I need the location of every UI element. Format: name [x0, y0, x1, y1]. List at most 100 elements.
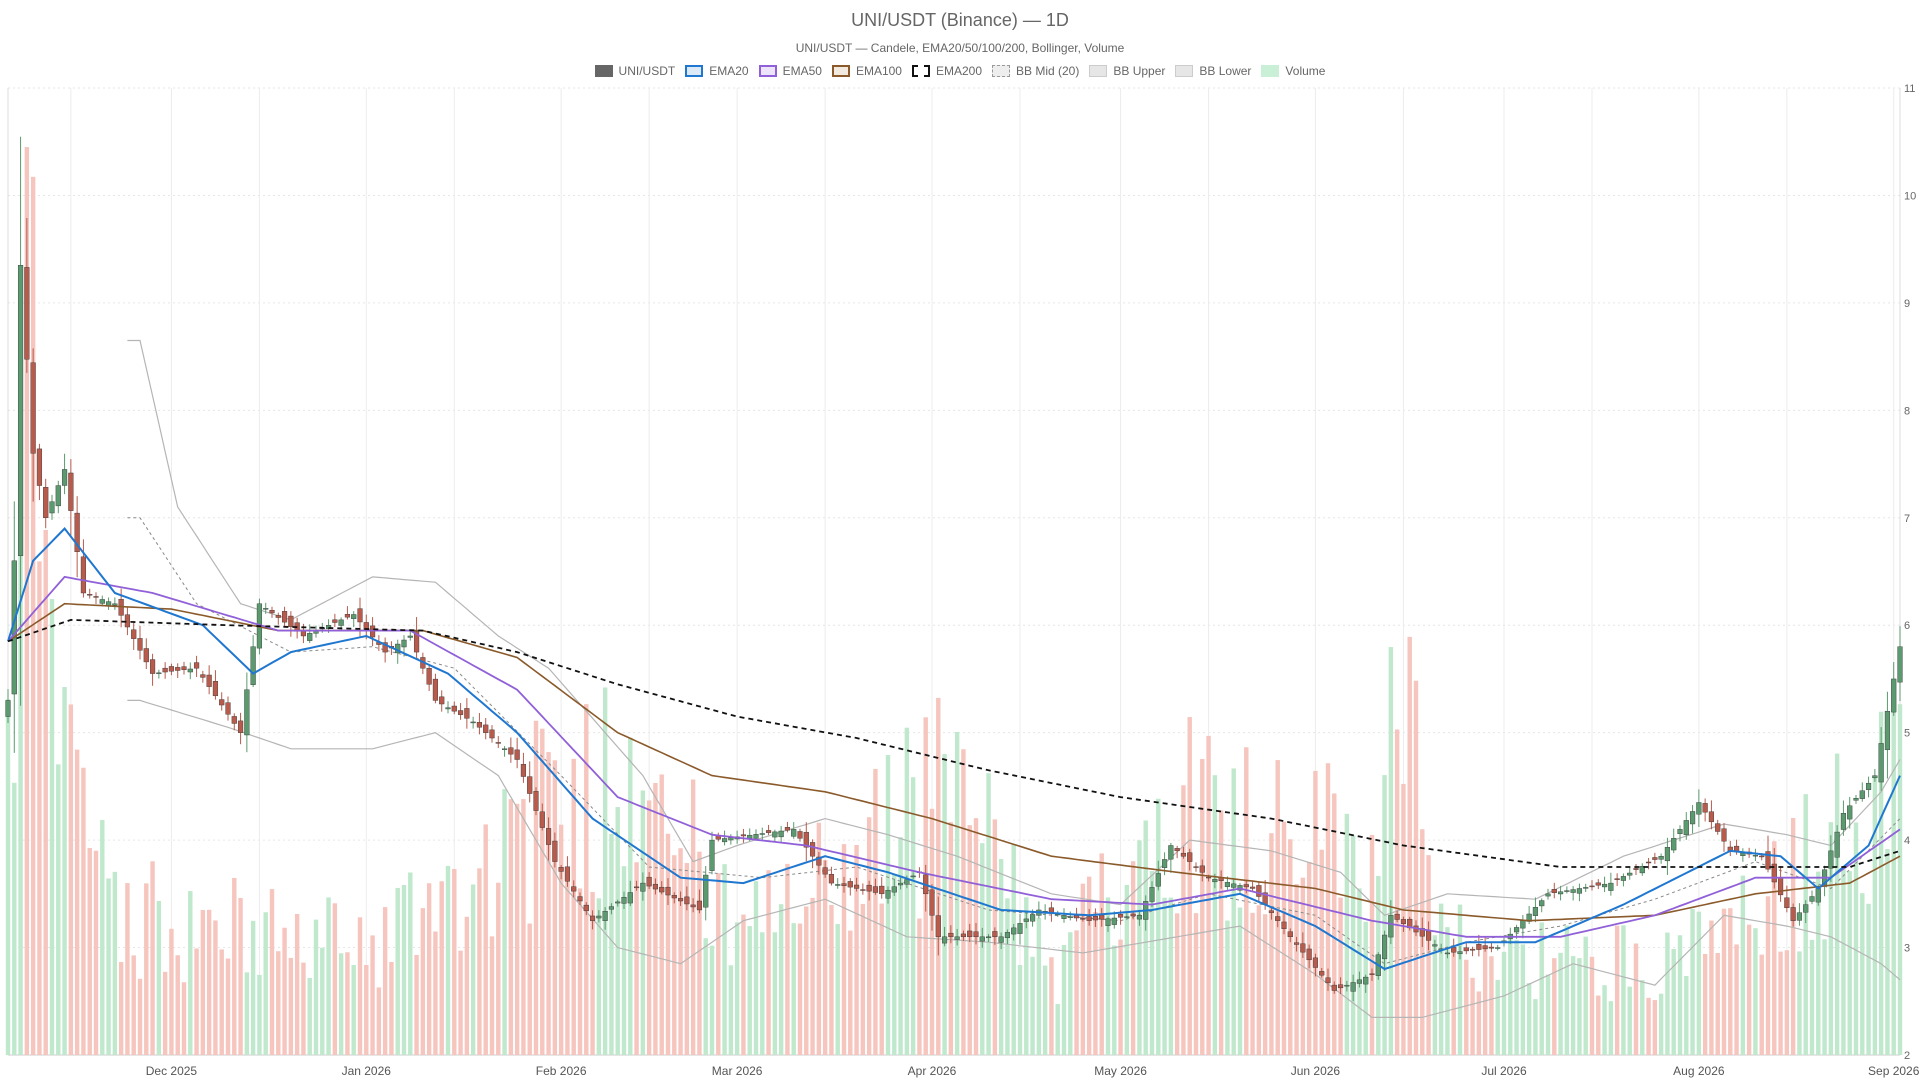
candle-body	[1683, 820, 1689, 836]
candle-body	[187, 668, 193, 673]
legend-item-bb-lower[interactable]: BB Lower	[1175, 64, 1251, 78]
volume-bar	[1866, 903, 1871, 1055]
volume-bar	[1118, 939, 1123, 1055]
candle-body	[816, 856, 822, 866]
volume-bar	[848, 930, 853, 1055]
candle-body	[112, 603, 118, 606]
candle-body	[1834, 831, 1840, 858]
candle-body	[1633, 868, 1639, 870]
ema50-line	[7, 575, 1901, 938]
volume-bar	[609, 833, 614, 1055]
candle-body	[269, 610, 275, 614]
candle-body	[1023, 918, 1029, 922]
volume-bar	[1413, 680, 1419, 1055]
candle-body	[1564, 890, 1570, 892]
volume-bar	[766, 870, 771, 1055]
y-tick-label: 10	[1904, 190, 1916, 202]
volume-bar	[1294, 884, 1299, 1055]
candle-body	[1451, 947, 1457, 953]
candle-body	[1325, 977, 1331, 984]
x-tick-label: Mar 2026	[712, 1064, 763, 1078]
volume-bar	[565, 880, 570, 1055]
legend-item-ema20[interactable]: EMA20	[685, 64, 749, 78]
candle-body	[1878, 743, 1884, 783]
volume-bar	[1112, 945, 1117, 1055]
volume-bar	[439, 881, 444, 1055]
legend-item-bb-upper[interactable]: BB Upper	[1089, 64, 1165, 78]
candle-body	[665, 886, 671, 896]
candle-body	[784, 827, 791, 831]
candle-body	[1608, 882, 1614, 891]
candle-body	[1847, 805, 1853, 820]
legend-item-ema100[interactable]: EMA100	[831, 64, 902, 78]
candle-body	[457, 710, 464, 715]
candle-body	[533, 791, 539, 811]
volume-bar	[621, 866, 627, 1055]
candle-body	[998, 936, 1004, 943]
volume-bar	[307, 977, 312, 1055]
volume-bar	[1049, 957, 1054, 1055]
legend-item-ema50[interactable]: EMA50	[758, 64, 822, 78]
legend-item-volume[interactable]: Volume	[1261, 64, 1325, 78]
legend-item-bb-mid[interactable]: BB Mid (20)	[992, 64, 1079, 78]
ema20-line	[7, 526, 1901, 971]
volume-bar	[1206, 735, 1211, 1055]
volume-bar	[954, 731, 960, 1055]
volume-bar	[1338, 897, 1343, 1055]
volume-bar	[904, 727, 910, 1055]
candle-body	[1388, 915, 1394, 938]
volume-bar	[1470, 977, 1475, 1055]
volume-bar	[382, 907, 388, 1055]
candle-body	[891, 886, 897, 893]
legend-item-ema200[interactable]: EMA200	[911, 64, 982, 78]
candle-body	[747, 834, 753, 839]
candle-body	[979, 936, 985, 942]
volume-bar	[489, 936, 495, 1055]
volume-bar	[1137, 840, 1142, 1055]
candle-body	[759, 833, 765, 835]
volume-bar	[1024, 897, 1029, 1055]
volume-bar	[854, 845, 859, 1055]
candle-body	[1099, 914, 1105, 920]
candle-body	[464, 708, 470, 719]
volume-bar	[1841, 869, 1846, 1055]
candle-body	[200, 674, 206, 678]
volume-bar	[929, 808, 935, 1055]
volume-bar	[778, 904, 784, 1055]
candle-body	[633, 886, 640, 889]
volume-bar	[433, 931, 438, 1055]
candle-body	[1532, 907, 1539, 916]
candle-body	[1180, 852, 1187, 857]
y-tick-label: 3	[1904, 943, 1910, 955]
volume-bar	[1369, 835, 1375, 1055]
volume-bar	[728, 965, 734, 1055]
volume-bar	[1344, 813, 1350, 1055]
candle-body	[1356, 979, 1363, 984]
candle-body	[1658, 856, 1664, 860]
volume-bar	[640, 790, 646, 1055]
volume-bar	[1860, 893, 1865, 1055]
legend-item-candle[interactable]: UNI/USDT	[594, 64, 675, 78]
volume-bar	[615, 807, 620, 1055]
candle-body	[1570, 889, 1576, 893]
candle-body	[1350, 982, 1356, 992]
candle-body	[1784, 897, 1790, 909]
bb-lower-swatch-icon	[1175, 65, 1194, 77]
candle-body	[1300, 943, 1306, 953]
volume-bar	[470, 884, 476, 1055]
bb-upper-line	[127, 339, 1901, 916]
volume-bar	[1388, 647, 1394, 1055]
volume-bar	[1753, 928, 1758, 1055]
volume-bar	[238, 897, 243, 1055]
chart-title: UNI/USDT (Binance) — 1D	[851, 10, 1069, 30]
bb-mid-swatch-icon	[992, 65, 1010, 77]
candle-body	[577, 896, 583, 902]
candle-body	[564, 866, 571, 882]
volume-bar	[1765, 896, 1771, 1055]
candle-body	[1583, 887, 1589, 889]
volume-bar	[1143, 820, 1148, 1055]
candle-body	[1061, 915, 1067, 919]
candle-body	[539, 811, 545, 828]
volume-bar	[351, 964, 356, 1055]
